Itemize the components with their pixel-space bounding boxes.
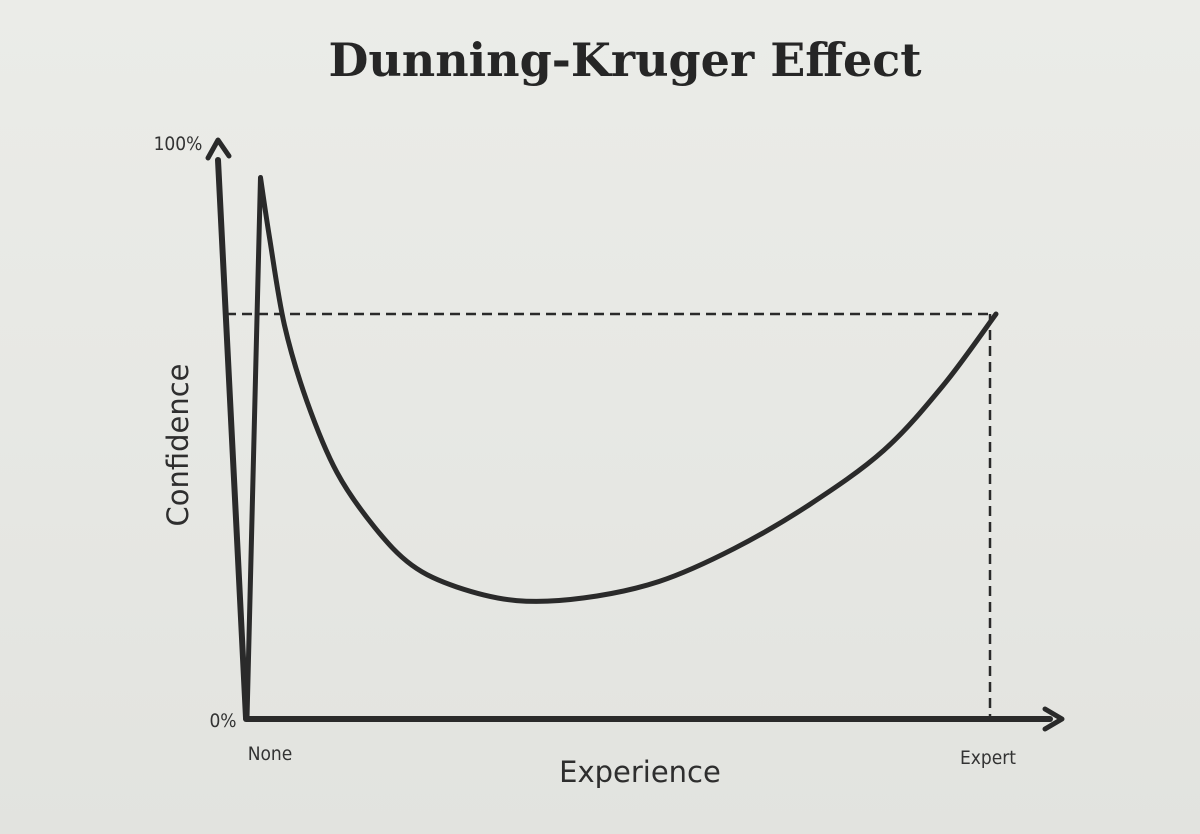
y-axis-label: Confidence — [161, 363, 195, 526]
reference-lines — [226, 312, 996, 716]
confidence-curve — [244, 175, 999, 721]
x-axis-label: Experience — [559, 755, 721, 789]
y-tick-label-max: 100% — [154, 133, 203, 155]
y-axis-line — [215, 157, 249, 721]
chart-axes — [205, 137, 1065, 732]
y-tick-label-min: 0% — [209, 710, 236, 732]
chart-title: Dunning-Kruger Effect — [328, 33, 922, 87]
x-axis-arrow — [1042, 706, 1065, 732]
x-tick-label-max: Expert — [960, 747, 1016, 769]
y-axis-arrow — [205, 137, 232, 161]
x-tick-label-min: None — [248, 743, 293, 765]
series-layer — [244, 175, 999, 721]
